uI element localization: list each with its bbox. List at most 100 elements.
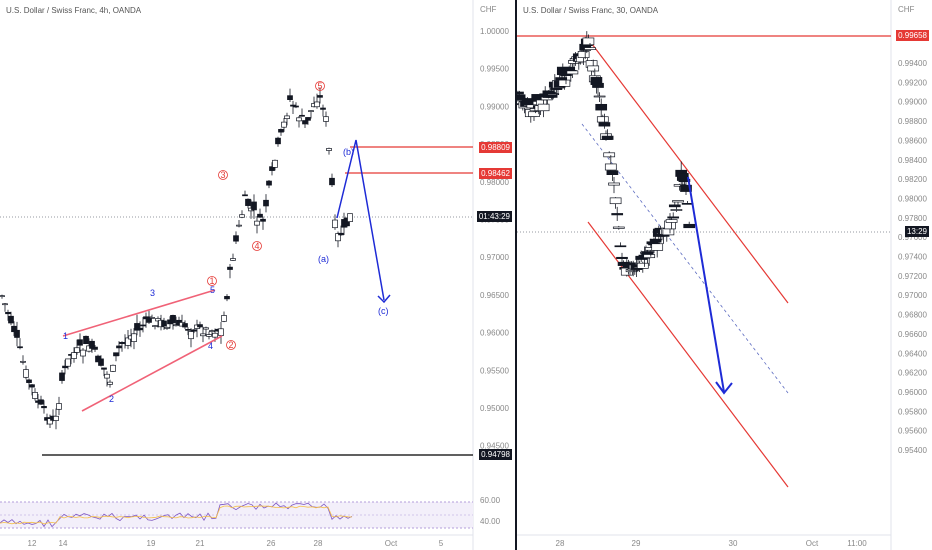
candle-body (537, 103, 550, 112)
channel-upper-line (588, 39, 789, 304)
price-label-0-99658: 0.99658 (896, 30, 929, 41)
candle-body (71, 352, 77, 359)
left-time-axis: 12 14 19 21 26 28 Oct 5 (28, 539, 444, 548)
candle-body (296, 117, 302, 122)
candle-body (203, 327, 209, 330)
candle-body (266, 180, 272, 186)
right-price-tick: 0.98000 (898, 194, 927, 203)
wave-sub-3: 3 (150, 288, 155, 298)
right-price-tick: 0.95400 (898, 446, 927, 455)
candle-body (649, 238, 662, 243)
left-price-tick: 0.97000 (480, 253, 509, 262)
candle-body (182, 323, 188, 328)
candle-body (269, 166, 275, 171)
wedge-upper-line (62, 289, 216, 337)
left-price-tick: 0.96000 (480, 329, 509, 338)
candle-body (83, 335, 89, 345)
right-time-tick: Oct (806, 539, 819, 548)
candle-body (680, 184, 692, 192)
candle-body (667, 216, 680, 219)
right-price-tick: 0.97600 (898, 233, 927, 242)
left-price-tick: 1.00000 (480, 27, 509, 36)
right-chart-canvas[interactable]: CHF 0.994000.992000.990000.988000.986000… (517, 0, 932, 550)
candle-body (609, 197, 622, 205)
left-time-tick: 5 (439, 539, 444, 548)
candle-body (332, 219, 338, 229)
candle-body (665, 219, 678, 223)
right-price-tick: 0.95600 (898, 427, 927, 436)
left-price-tick: 0.95000 (480, 404, 509, 413)
candle-body (236, 224, 242, 227)
candle-body (528, 111, 540, 117)
wave-sub-5: 5 (210, 285, 215, 295)
candle-body (8, 315, 14, 324)
candle-body (612, 226, 625, 229)
candle-body (338, 232, 344, 236)
candle-body (299, 114, 305, 117)
candle-body (155, 318, 161, 322)
candle-body (5, 311, 11, 315)
candle-body (23, 369, 29, 378)
candle-body (608, 182, 620, 186)
left-chart-pane[interactable]: U.S. Dollar / Swiss Franc, 4h, OANDA CHF… (0, 0, 515, 550)
left-price-tick: 0.99000 (480, 102, 509, 111)
candle-body (185, 329, 191, 331)
left-time-tick: 14 (59, 539, 68, 548)
left-chart-canvas[interactable]: CHF 1.000000.995000.990000.985000.980000… (0, 0, 515, 550)
candle-body (614, 245, 627, 248)
candle-body (2, 303, 8, 306)
right-price-tick: 0.99400 (898, 59, 927, 68)
candle-body (206, 334, 212, 337)
candle-body (672, 200, 684, 203)
projection-arrow-line (687, 176, 725, 393)
candle-body (134, 323, 140, 331)
candle-body (584, 47, 596, 50)
right-chart-pane[interactable]: U.S. Dollar / Swiss Franc, 30, OANDA CHF… (517, 0, 932, 550)
candle-body (558, 79, 571, 87)
right-price-tick: 0.95800 (898, 407, 927, 416)
candle-body (577, 51, 590, 58)
candle-body (670, 209, 683, 211)
candle-body (611, 213, 624, 216)
right-price-tick: 0.98200 (898, 175, 927, 184)
candle-body (329, 177, 335, 186)
candle-body (604, 163, 617, 171)
right-chart-title: U.S. Dollar / Swiss Franc, 30, OANDA (523, 6, 659, 15)
candle-body (317, 95, 323, 98)
countdown-label-left: 01:43:29 (476, 211, 512, 222)
right-time-tick: 11:00 (847, 539, 867, 548)
candle-body (26, 379, 32, 383)
wave-circle-5-text: 5 (317, 81, 322, 91)
candle-body (41, 406, 47, 409)
left-time-tick: 28 (314, 539, 323, 548)
abc-projection-path (336, 139, 385, 301)
wave-circle-4: 4 (252, 241, 262, 251)
pane-divider[interactable] (515, 0, 517, 550)
candle-body (80, 349, 86, 357)
candle-body (668, 204, 681, 208)
candle-body (281, 121, 287, 128)
rsi-tick-60: 60.00 (480, 496, 501, 505)
candle-body (89, 340, 95, 349)
candle-body (107, 381, 113, 385)
right-price-tick: 0.96800 (898, 311, 927, 320)
candle-body (260, 218, 266, 222)
left-price-tick: 0.94500 (480, 442, 509, 451)
countdown-label-right: 13:29 (904, 226, 929, 237)
candle-body (224, 296, 230, 300)
left-time-tick: 26 (267, 539, 276, 548)
candle-body (601, 135, 614, 140)
wave-circle-1-text: 1 (209, 276, 214, 286)
candle-body (596, 116, 609, 123)
right-price-tick: 0.98800 (898, 117, 927, 126)
right-price-tick: 0.98600 (898, 136, 927, 145)
left-time-tick: 19 (147, 539, 156, 548)
candle-body (164, 326, 170, 329)
candle-body (209, 330, 215, 332)
candle-body (116, 345, 122, 349)
wave-circle-1: 1 (207, 276, 217, 286)
candle-body (140, 324, 146, 327)
candle-body (595, 103, 608, 111)
candle-body (287, 95, 293, 100)
candle-body (347, 213, 353, 222)
